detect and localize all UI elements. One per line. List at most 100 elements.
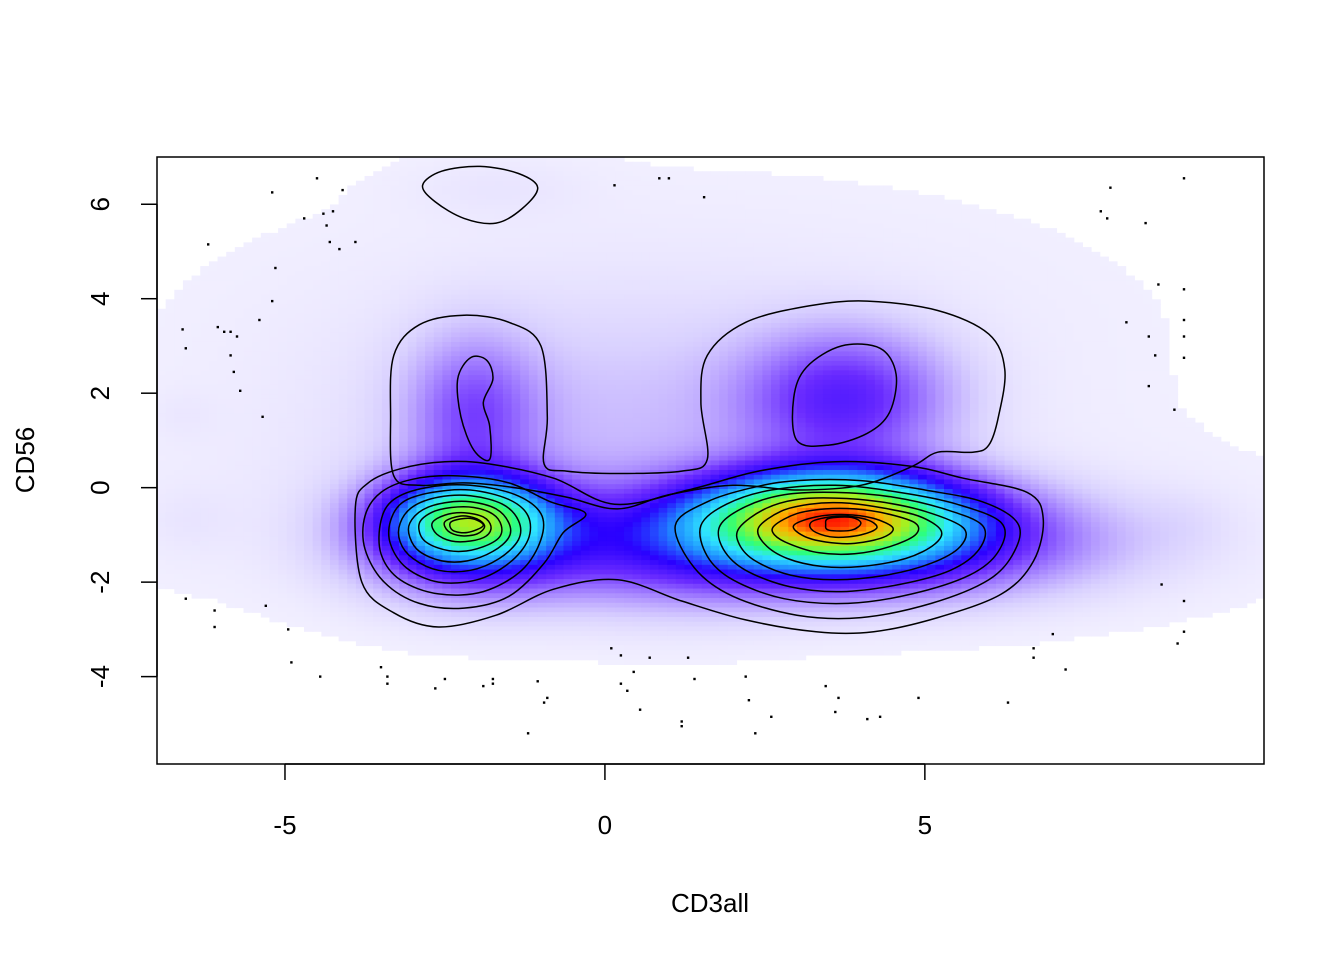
heatmap-cell <box>598 365 608 371</box>
heatmap-cell <box>451 341 461 348</box>
heatmap-cell <box>572 289 582 296</box>
heatmap-cell <box>407 318 418 324</box>
heatmap-cell <box>494 389 504 395</box>
heatmap-cell <box>563 517 573 523</box>
heatmap-cell <box>606 356 616 362</box>
heatmap-cell <box>260 351 271 357</box>
heatmap-cell <box>476 332 487 338</box>
heatmap-cell <box>243 289 253 296</box>
heatmap-cell <box>511 332 521 338</box>
heatmap-cell <box>442 228 452 234</box>
heatmap-cell <box>537 299 547 305</box>
heatmap-cell <box>537 522 547 528</box>
heatmap-cell <box>537 289 547 296</box>
heatmap-cell <box>278 484 288 490</box>
heatmap-cell <box>589 446 599 452</box>
heatmap-cell <box>520 175 530 182</box>
heatmap-cell <box>459 555 469 561</box>
heatmap-cell <box>217 346 227 353</box>
heatmap-cell <box>269 484 279 490</box>
heatmap-cell <box>485 308 495 315</box>
heatmap-cell <box>416 237 426 243</box>
heatmap-cell <box>589 308 599 315</box>
heatmap-cell <box>329 256 340 262</box>
heatmap-cell <box>347 536 357 542</box>
heatmap-cell <box>528 583 539 590</box>
heatmap-cell <box>485 365 495 371</box>
heatmap-cell <box>355 218 366 224</box>
heatmap-cell <box>589 488 599 495</box>
heatmap-cell <box>606 294 616 300</box>
heatmap-cell <box>425 356 435 362</box>
heatmap-cell <box>606 270 616 277</box>
heatmap-cell <box>399 223 409 229</box>
heatmap-cell <box>572 579 582 585</box>
heatmap-cell <box>234 389 245 395</box>
heatmap-cell <box>407 403 418 409</box>
heatmap-cell <box>399 408 409 414</box>
heatmap-cell <box>157 408 167 414</box>
heatmap-cell <box>520 640 530 647</box>
heatmap-cell <box>554 313 565 319</box>
heatmap-cell <box>528 427 539 433</box>
heatmap-cell <box>416 488 426 495</box>
heatmap-cell <box>416 451 426 457</box>
heatmap-cell <box>416 171 426 177</box>
heatmap-cell <box>321 322 331 329</box>
heatmap-cell <box>537 379 547 386</box>
heatmap-cell <box>528 446 539 452</box>
heatmap-cell <box>416 175 426 182</box>
heatmap-cell <box>520 413 530 419</box>
heatmap-cell <box>260 446 271 452</box>
heatmap-cell <box>606 488 616 495</box>
heatmap-cell <box>182 427 193 433</box>
heatmap-cell <box>217 408 227 414</box>
heatmap-cell <box>528 607 539 613</box>
heatmap-cell <box>381 275 392 281</box>
heatmap-cell <box>174 299 184 305</box>
heatmap-cell <box>226 465 236 471</box>
heatmap-cell <box>381 522 392 528</box>
heatmap-cell <box>321 403 331 409</box>
heatmap-cell <box>260 422 271 428</box>
heatmap-cell <box>606 180 616 187</box>
heatmap-cell <box>381 379 392 386</box>
heatmap-cell <box>615 341 625 348</box>
heatmap-cell <box>234 598 245 604</box>
heatmap-cell <box>416 417 426 424</box>
heatmap-cell <box>494 327 504 334</box>
heatmap-cell <box>234 488 245 495</box>
heatmap-cell <box>442 318 452 324</box>
heatmap-cell <box>174 417 184 424</box>
heatmap-cell <box>589 541 599 547</box>
heatmap-cell <box>243 242 253 248</box>
heatmap-cell <box>528 436 539 443</box>
heatmap-cell <box>476 531 487 537</box>
heatmap-cell <box>304 545 314 552</box>
heatmap-cell <box>580 175 591 182</box>
heatmap-cell <box>182 436 193 443</box>
heatmap-cell <box>252 256 262 262</box>
heatmap-cell <box>580 403 591 409</box>
heatmap-cell <box>407 213 418 220</box>
heatmap-cell <box>459 507 469 514</box>
heatmap-cell <box>511 626 521 632</box>
heatmap-cell <box>217 427 227 433</box>
heatmap-cell <box>416 403 426 409</box>
heatmap-cell <box>563 503 573 509</box>
heatmap-cell <box>511 564 521 571</box>
heatmap-cell <box>390 583 400 590</box>
heatmap-cell <box>321 588 331 594</box>
heatmap-cell <box>494 650 504 656</box>
heatmap-cell <box>537 194 547 201</box>
heatmap-cell <box>494 185 504 191</box>
heatmap-cell <box>407 204 418 210</box>
heatmap-cell <box>502 631 513 637</box>
heatmap-cell <box>589 237 599 243</box>
heatmap-cell <box>537 285 547 291</box>
heatmap-cell <box>347 569 357 575</box>
heatmap-cell <box>589 422 599 428</box>
heatmap-cell <box>381 370 392 376</box>
heatmap-cell <box>572 408 582 414</box>
heatmap-cell <box>598 640 608 647</box>
